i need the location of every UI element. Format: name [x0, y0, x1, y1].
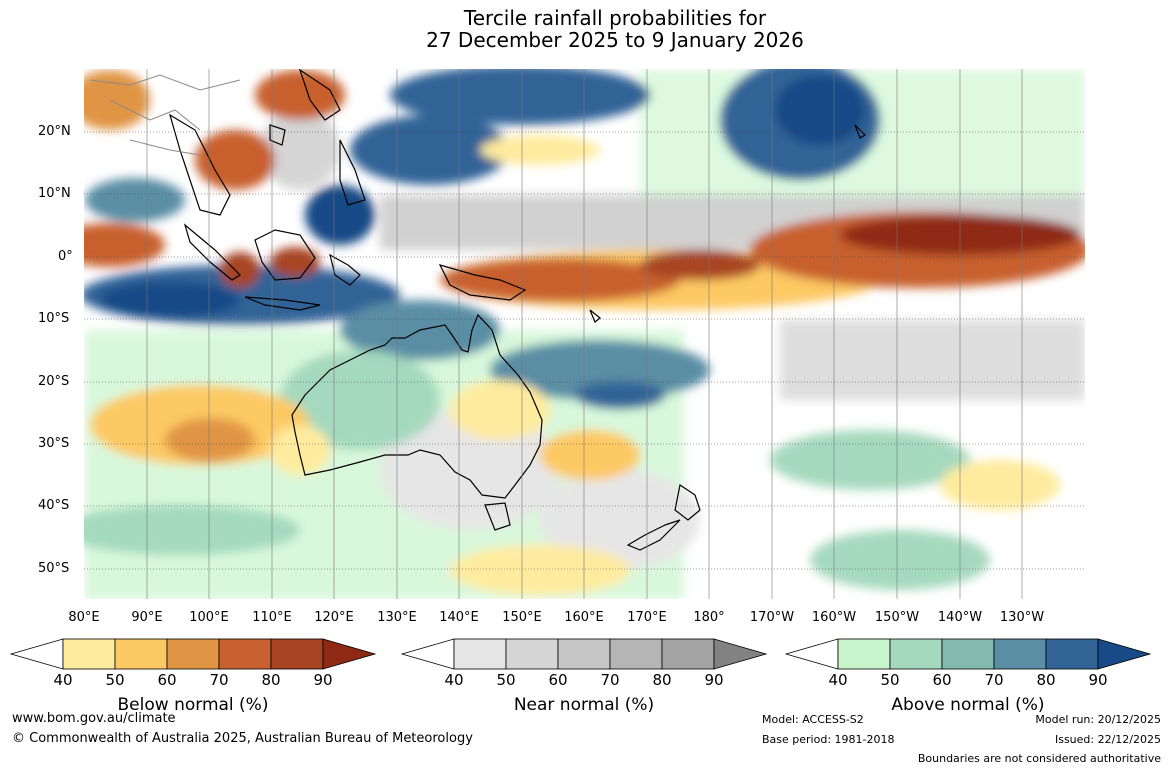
cb-near-tick: 50	[496, 671, 516, 689]
colorbar-segment	[270, 638, 324, 670]
meridians	[146, 69, 1023, 599]
lon-label-170w: 170°W	[749, 610, 795, 625]
website-link[interactable]: www.bom.gov.au/climate	[12, 711, 176, 726]
cb-above-tick: 80	[1036, 671, 1056, 689]
cb-below-tick: 70	[209, 671, 229, 689]
colorbar-low-triangle	[10, 638, 64, 670]
lat-label-50s: 50°S	[38, 561, 70, 576]
colorbar-high-triangle	[322, 638, 377, 670]
country-boundaries	[89, 74, 241, 156]
cb-below-tick: 60	[157, 671, 177, 689]
lat-label-0: 0°	[58, 249, 73, 264]
colorbar-high-triangle	[713, 638, 768, 670]
cb-above-tick: 50	[880, 671, 900, 689]
lon-label-160w: 160°W	[811, 610, 857, 625]
colorbar-segment	[661, 638, 715, 670]
rainfall-probability-map	[84, 69, 1085, 599]
cb-above-tick: 70	[984, 671, 1004, 689]
lon-label-170e: 170°E	[627, 610, 667, 625]
lat-label-20n: 20°N	[38, 124, 71, 139]
cb-below-tick: 40	[53, 671, 73, 689]
lon-label-80e: 80°E	[68, 610, 100, 625]
cb-near-tick: 70	[600, 671, 620, 689]
colorbar-segment	[837, 638, 891, 670]
colorbar-segment	[993, 638, 1047, 670]
cb-near-tick: 80	[652, 671, 672, 689]
colorbar-above-normal	[785, 638, 1152, 670]
lon-label-150e: 150°E	[502, 610, 542, 625]
colorbar-above-title: Above normal (%)	[891, 695, 1045, 715]
cb-below-tick: 90	[313, 671, 333, 689]
colorbar-segment	[453, 638, 507, 670]
cb-below-tick: 50	[105, 671, 125, 689]
lon-label-180: 180°	[693, 610, 725, 625]
lon-label-130w: 130°W	[999, 610, 1045, 625]
base-period: Base period: 1981-2018	[762, 733, 895, 746]
boundaries-disclaimer: Boundaries are not considered authoritat…	[917, 752, 1161, 765]
colorbar-segment	[62, 638, 116, 670]
colorbar-segment	[166, 638, 220, 670]
lon-label-140e: 140°E	[439, 610, 479, 625]
colorbar-below-title: Below normal (%)	[117, 695, 269, 715]
lon-label-110e: 110°E	[252, 610, 292, 625]
colorbar-segment	[505, 638, 559, 670]
colorbar-near-normal	[401, 638, 768, 670]
colorbar-segment	[1045, 638, 1099, 670]
lon-label-160e: 160°E	[564, 610, 604, 625]
cb-below-tick: 80	[261, 671, 281, 689]
lat-label-10s: 10°S	[38, 311, 70, 326]
model-run: Model run: 20/12/2025	[1035, 713, 1161, 726]
lon-label-150w: 150°W	[874, 610, 920, 625]
lon-label-90e: 90°E	[131, 610, 163, 625]
lon-label-130e: 130°E	[377, 610, 417, 625]
map-title-line2: 27 December 2025 to 9 January 2026	[426, 28, 804, 52]
map-title-line1: Tercile rainfall probabilities for	[463, 6, 767, 30]
colorbar-segment	[889, 638, 943, 670]
colorbar-segment	[218, 638, 272, 670]
lat-label-10n: 10°N	[38, 186, 71, 201]
cb-near-tick: 90	[704, 671, 724, 689]
colorbar-segment	[114, 638, 168, 670]
lat-label-30s: 30°S	[38, 436, 70, 451]
colorbar-segment	[941, 638, 995, 670]
cb-above-tick: 40	[828, 671, 848, 689]
colorbar-segment	[609, 638, 663, 670]
colorbar-below-normal	[10, 638, 377, 670]
colorbar-low-triangle	[785, 638, 839, 670]
copyright: © Commonwealth of Australia 2025, Austra…	[12, 731, 473, 746]
graticule	[84, 131, 1085, 570]
lon-label-100e: 100°E	[189, 610, 229, 625]
lat-label-40s: 40°S	[38, 498, 70, 513]
lon-label-120e: 120°E	[314, 610, 354, 625]
colorbar-segment	[557, 638, 611, 670]
colorbar-near-title: Near normal (%)	[513, 695, 655, 715]
coastlines	[169, 69, 866, 551]
colorbar-low-triangle	[401, 638, 455, 670]
lat-label-20s: 20°S	[38, 374, 70, 389]
colorbar-high-triangle	[1097, 638, 1152, 670]
cb-above-tick: 60	[932, 671, 952, 689]
model-label: Model: ACCESS-S2	[762, 713, 864, 726]
cb-above-tick: 90	[1088, 671, 1108, 689]
cb-near-tick: 60	[548, 671, 568, 689]
lon-label-140w: 140°W	[937, 610, 983, 625]
cb-near-tick: 40	[444, 671, 464, 689]
issued-date: Issued: 22/12/2025	[1054, 733, 1161, 746]
